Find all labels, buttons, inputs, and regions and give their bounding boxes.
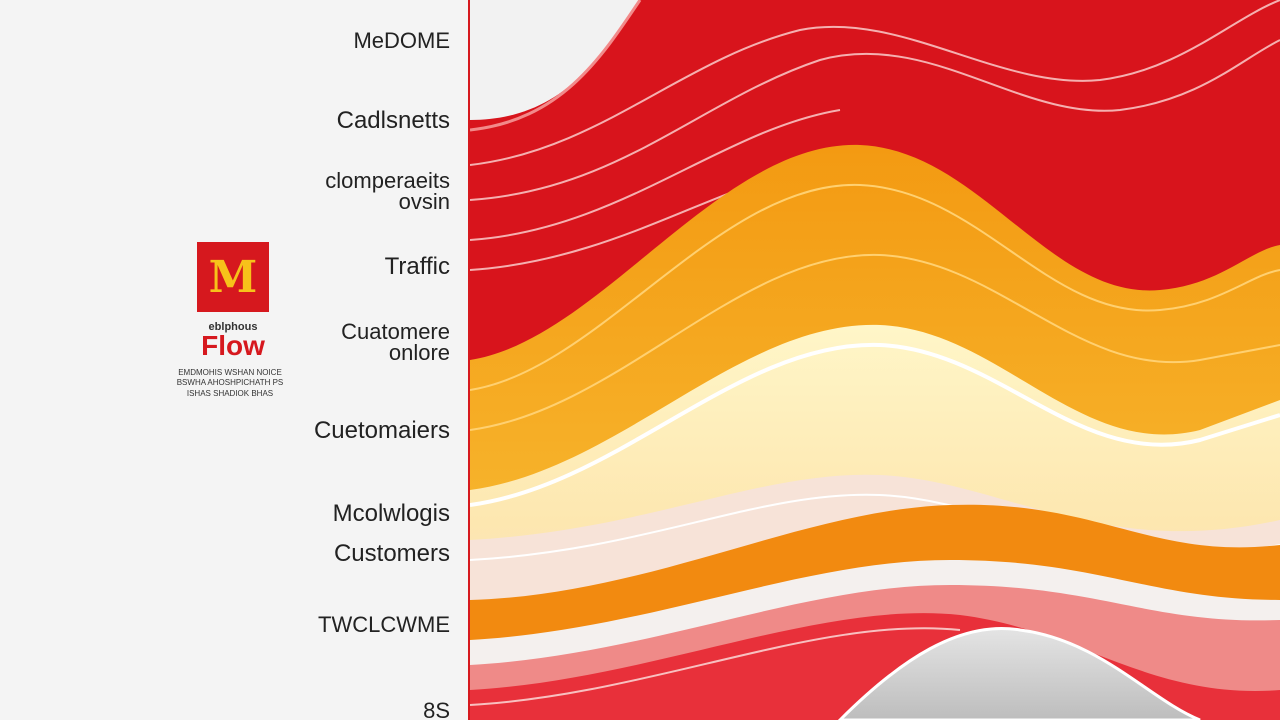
flow-label: Cadlsnetts [336, 107, 450, 134]
flow-label: Customers [333, 540, 450, 567]
flow-label: 8S [423, 698, 450, 720]
flow-label: Cuatomere [341, 319, 450, 344]
flow-label: Mcolwlogis [332, 500, 450, 527]
logo-caption: BSWHA AHOSHPICHATH PS [176, 378, 284, 387]
flow-label: MeDOME [353, 28, 450, 53]
wave-graphic [470, 0, 1280, 720]
flow-label: ovsin [398, 189, 450, 214]
flow-label: clomperaeits [325, 168, 450, 193]
flow-label: TWCLCWME [318, 612, 450, 637]
logo-title: Flow [201, 330, 265, 361]
logo-caption: EMDMOHIS WSHAN NOICE [178, 368, 282, 377]
logo-caption: ISHAS SHADIOK BHAS [186, 389, 274, 398]
flow-label: Cuetomaiers [313, 417, 450, 444]
flow-label: Traffic [384, 253, 450, 280]
label-panel [0, 0, 469, 720]
logo: M [197, 242, 269, 312]
divider [468, 0, 470, 720]
logo-subtitle: eblphous [208, 321, 258, 333]
logo-mark: M [208, 251, 258, 303]
flow-label: onlore [388, 340, 450, 365]
